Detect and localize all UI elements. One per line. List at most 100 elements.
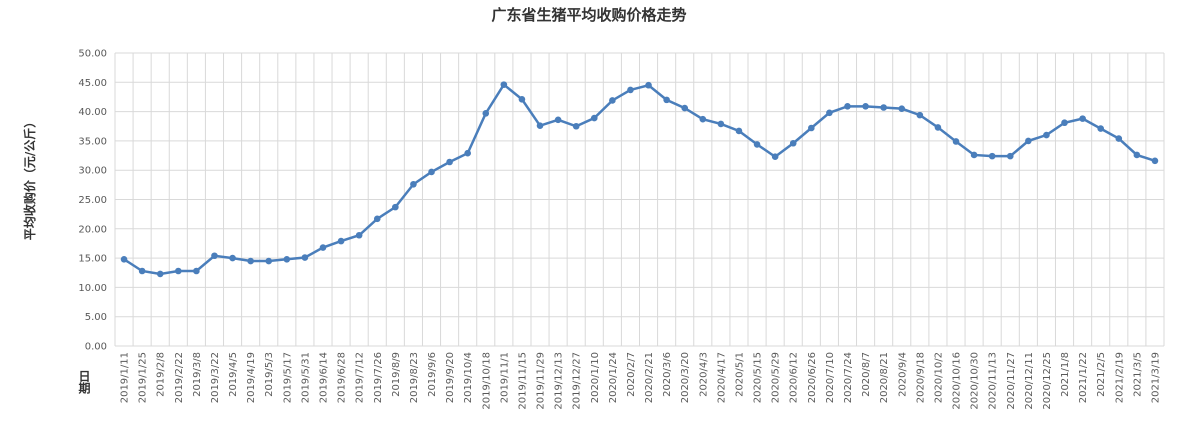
x-tick-label: 2019/2/8 xyxy=(156,352,167,397)
x-tick-label: 2019/11/15 xyxy=(517,352,528,410)
point xyxy=(771,153,779,161)
point xyxy=(645,81,652,89)
x-tick-label: 2020/7/24 xyxy=(843,352,854,403)
point xyxy=(1115,135,1123,142)
point xyxy=(319,244,327,251)
point xyxy=(590,114,598,122)
point xyxy=(753,141,761,148)
x-tick-label: 2020/9/4 xyxy=(897,352,908,397)
x-tick-label: 2021/3/19 xyxy=(1150,352,1161,403)
x-tick-label: 2019/8/23 xyxy=(409,352,420,403)
point xyxy=(844,103,851,110)
point xyxy=(500,81,508,88)
point xyxy=(988,152,996,160)
point xyxy=(482,110,490,117)
y-tick-label: 35.00 xyxy=(78,136,107,147)
x-tick-label: 2020/10/30 xyxy=(970,352,981,410)
y-tick-label: 10.00 xyxy=(78,283,107,294)
point xyxy=(1151,157,1159,165)
point xyxy=(808,124,815,132)
point xyxy=(392,203,399,211)
point xyxy=(156,270,164,278)
x-tick-label: 2019/12/13 xyxy=(554,352,565,410)
point xyxy=(916,111,924,119)
point xyxy=(247,257,254,265)
line xyxy=(123,82,1156,276)
y-tick-label: 40.00 xyxy=(78,107,107,118)
point xyxy=(735,127,743,135)
x-tick-label: 2019/9/20 xyxy=(445,352,456,403)
x-tick-label: 2021/2/5 xyxy=(1096,352,1107,397)
point xyxy=(536,122,544,129)
x-tick-label: 2020/10/2 xyxy=(933,352,944,403)
point xyxy=(717,120,725,128)
x-tick-label: 2019/5/31 xyxy=(300,352,311,403)
x-tick-label: 2020/6/12 xyxy=(789,352,800,403)
x-tick-label: 2019/10/4 xyxy=(463,352,474,403)
point xyxy=(826,109,833,117)
y-axis-label: 平均收购价（元/公斤） xyxy=(22,116,37,240)
x-tick-label: 2021/1/22 xyxy=(1078,352,1089,403)
x-tick-label: 2021/3/5 xyxy=(1132,352,1143,397)
x-tick-label: 2020/2/7 xyxy=(626,352,637,397)
point xyxy=(789,139,797,147)
point xyxy=(283,255,291,263)
x-tick-label: 2020/3/20 xyxy=(680,352,691,403)
x-tick-label: 2021/2/19 xyxy=(1114,352,1125,403)
point xyxy=(699,115,707,123)
x-tick-label: 2021/1/8 xyxy=(1060,352,1071,397)
point xyxy=(898,105,906,112)
y-tick-label: 0.00 xyxy=(85,342,107,353)
x-tick-label: 2019/5/3 xyxy=(264,352,275,397)
x-tick-label: 2019/6/28 xyxy=(337,352,348,403)
point xyxy=(138,267,146,275)
x-tick-label: 2019/3/22 xyxy=(210,352,221,403)
point xyxy=(428,168,435,176)
point xyxy=(1133,151,1141,159)
x-tick-label: 2020/8/7 xyxy=(861,352,872,397)
point xyxy=(1025,137,1032,145)
point xyxy=(265,257,273,265)
point xyxy=(663,96,670,104)
point xyxy=(518,95,526,103)
y-tick-label: 15.00 xyxy=(78,254,107,265)
x-tick-label: 2020/10/16 xyxy=(952,352,963,410)
point xyxy=(464,149,471,157)
point xyxy=(1079,115,1086,122)
point xyxy=(193,267,200,275)
x-tick-label: 2020/1/24 xyxy=(608,352,619,403)
x-tick-label: 2019/10/18 xyxy=(481,352,492,410)
point xyxy=(373,215,381,223)
point xyxy=(337,237,345,245)
x-tick-label: 2020/12/25 xyxy=(1042,352,1053,410)
x-tick-label: 2019/9/6 xyxy=(427,352,438,397)
point xyxy=(1006,152,1014,160)
x-tick-label: 2019/4/19 xyxy=(246,352,257,403)
x-tick-label: 2020/3/6 xyxy=(662,352,673,397)
x-tick-label: 2020/8/21 xyxy=(879,352,890,403)
x-tick-label: 2020/11/13 xyxy=(988,352,999,410)
x-tick-label: 2020/2/21 xyxy=(644,352,655,403)
point xyxy=(572,122,580,130)
x-tick-label: 2019/4/5 xyxy=(228,352,239,397)
x-tick-label: 2020/6/26 xyxy=(807,352,818,403)
y-tick-label: 50.00 xyxy=(78,49,107,60)
x-tick-label: 2019/7/26 xyxy=(373,352,384,403)
point xyxy=(681,104,689,112)
point xyxy=(627,86,634,94)
x-tick-label: 2019/1/25 xyxy=(138,352,149,403)
x-tick-label: 2020/12/11 xyxy=(1024,352,1035,410)
x-tick-label: 2020/11/27 xyxy=(1006,352,1017,410)
point xyxy=(934,124,942,131)
x-tick-label: 2020/4/3 xyxy=(698,352,709,397)
y-tick-label: 30.00 xyxy=(78,166,107,177)
y-tick-label: 5.00 xyxy=(85,312,107,323)
y-tick-label: 45.00 xyxy=(78,78,107,89)
chart-title: 广东省生猪平均收购价格走势 xyxy=(491,6,686,24)
x-tick-label: 2019/3/8 xyxy=(192,352,203,397)
point xyxy=(446,158,453,166)
point xyxy=(1061,119,1068,127)
point xyxy=(554,116,562,124)
x-axis-label: 日期 xyxy=(77,370,91,395)
